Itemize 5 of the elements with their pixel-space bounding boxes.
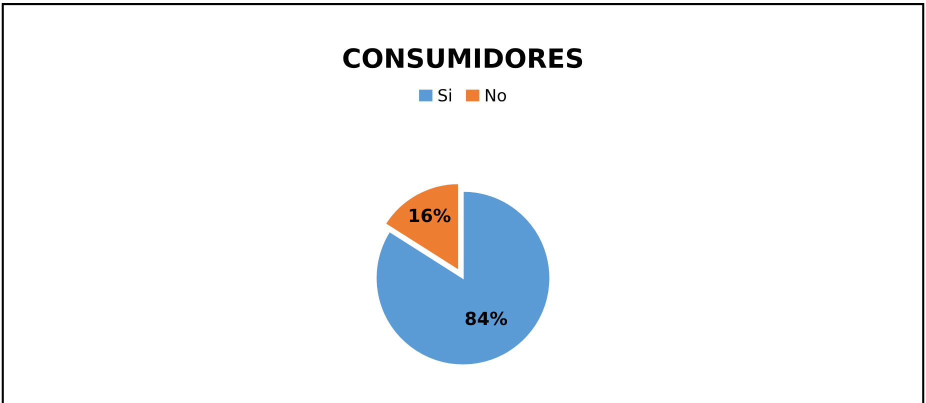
legend-label: No <box>486 89 506 102</box>
data-label: 84% <box>466 312 508 326</box>
chart-title: CONSUMIDORES <box>343 48 582 68</box>
data-label: 16% <box>410 208 450 222</box>
legend-label: Si <box>438 88 452 102</box>
